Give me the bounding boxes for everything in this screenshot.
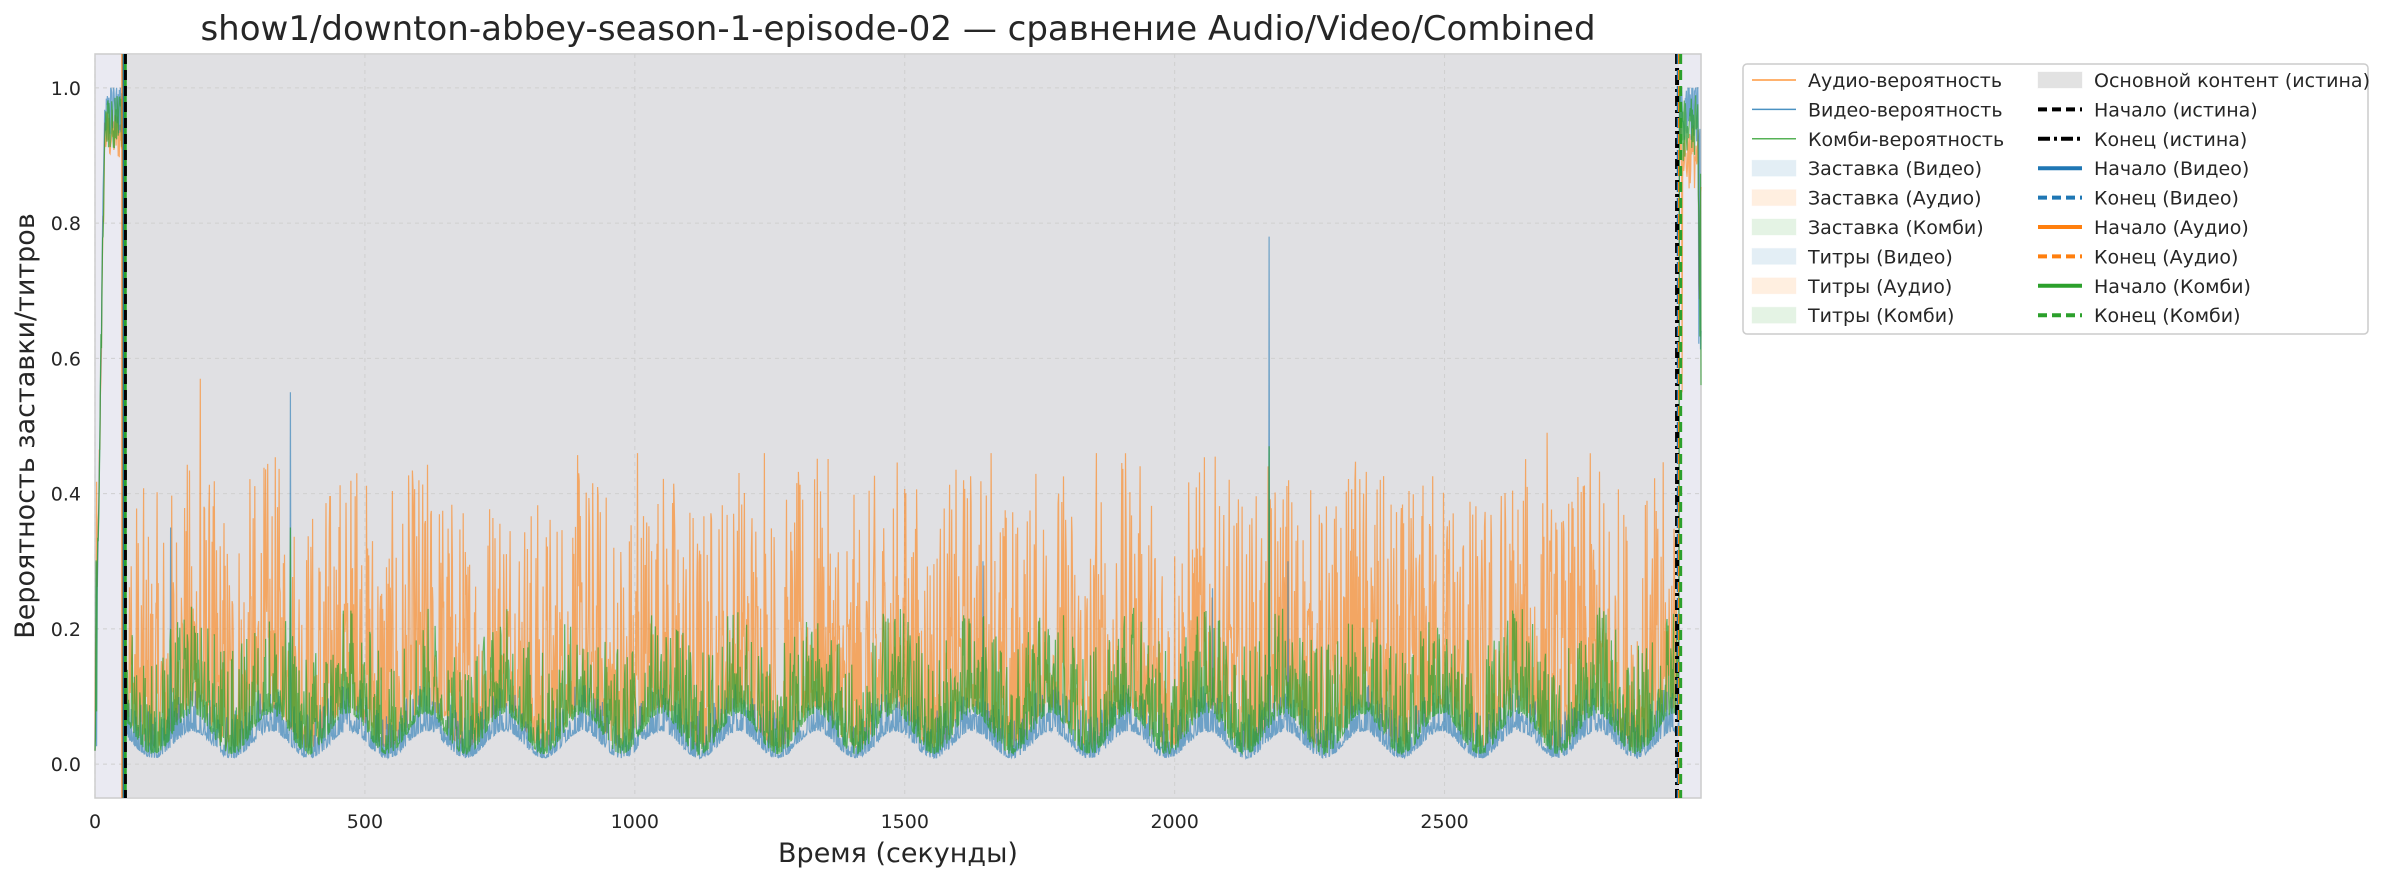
y-ticks: 0.0 0.2 0.4 0.6 0.8 1.0 xyxy=(51,78,81,776)
legend-swatch xyxy=(1751,306,1797,324)
plot-area xyxy=(94,53,1702,799)
y-axis-label: Вероятность заставки/титров xyxy=(10,213,41,638)
legend-entry: Видео-вероятность xyxy=(1808,99,2003,121)
legend-swatch xyxy=(2037,71,2083,89)
combined-probability-line xyxy=(94,94,1702,757)
legend-entry: Заставка (Комби) xyxy=(1808,217,1984,239)
legend-entry: Основной контент (истина) xyxy=(2094,70,2370,92)
legend-entry: Комби-вероятность xyxy=(1808,129,2004,151)
legend-entry: Начало (Комби) xyxy=(2094,276,2251,298)
legend: Аудио-вероятность Видео-вероятность Комби-… xyxy=(1742,63,2370,335)
legend-entry: Аудио-вероятность xyxy=(1808,70,2002,92)
legend-entry: Конец (Видео) xyxy=(2094,188,2239,210)
legend-entry: Конец (истина) xyxy=(2094,129,2247,151)
legend-entry: Титры (Видео) xyxy=(1807,246,1953,268)
legend-entry: Начало (Видео) xyxy=(2094,158,2249,180)
chart-title: show1/downton-abbey-season-1-episode-02 … xyxy=(200,9,1595,49)
legend-entry: Начало (истина) xyxy=(2094,99,2258,121)
legend-swatch xyxy=(1751,218,1797,236)
legend-entry: Конец (Аудио) xyxy=(2094,246,2238,268)
vertical-marker-layer xyxy=(121,54,1683,798)
x-tick-label: 2000 xyxy=(1150,811,1198,833)
legend-entry: Заставка (Видео) xyxy=(1808,158,1982,180)
legend-swatch xyxy=(1751,247,1797,265)
series-layer xyxy=(94,87,1702,761)
legend-entry: Конец (Комби) xyxy=(2094,305,2241,327)
y-tick-label: 1.0 xyxy=(51,78,81,100)
legend-entry: Начало (Аудио) xyxy=(2094,217,2249,239)
y-tick-label: 0.6 xyxy=(51,348,81,370)
y-tick-label: 0.2 xyxy=(51,619,81,641)
legend-swatch xyxy=(1751,189,1797,207)
x-tick-label: 0 xyxy=(89,811,101,833)
y-tick-label: 0.4 xyxy=(51,484,81,506)
x-tick-label: 1500 xyxy=(881,811,929,833)
x-tick-label: 2500 xyxy=(1420,811,1468,833)
x-tick-label: 500 xyxy=(347,811,383,833)
legend-entry: Титры (Комби) xyxy=(1807,305,1954,327)
x-tick-label: 1000 xyxy=(611,811,659,833)
x-axis-label: Время (секунды) xyxy=(778,838,1018,869)
y-tick-label: 0.8 xyxy=(51,213,81,235)
legend-entry: Заставка (Аудио) xyxy=(1808,188,1982,210)
x-ticks: 0 500 1000 1500 2000 2500 xyxy=(89,811,1469,833)
y-tick-label: 0.0 xyxy=(51,754,81,776)
legend-swatch xyxy=(1751,159,1797,177)
legend-swatch xyxy=(1751,277,1797,295)
legend-entry: Титры (Аудио) xyxy=(1807,276,1952,298)
